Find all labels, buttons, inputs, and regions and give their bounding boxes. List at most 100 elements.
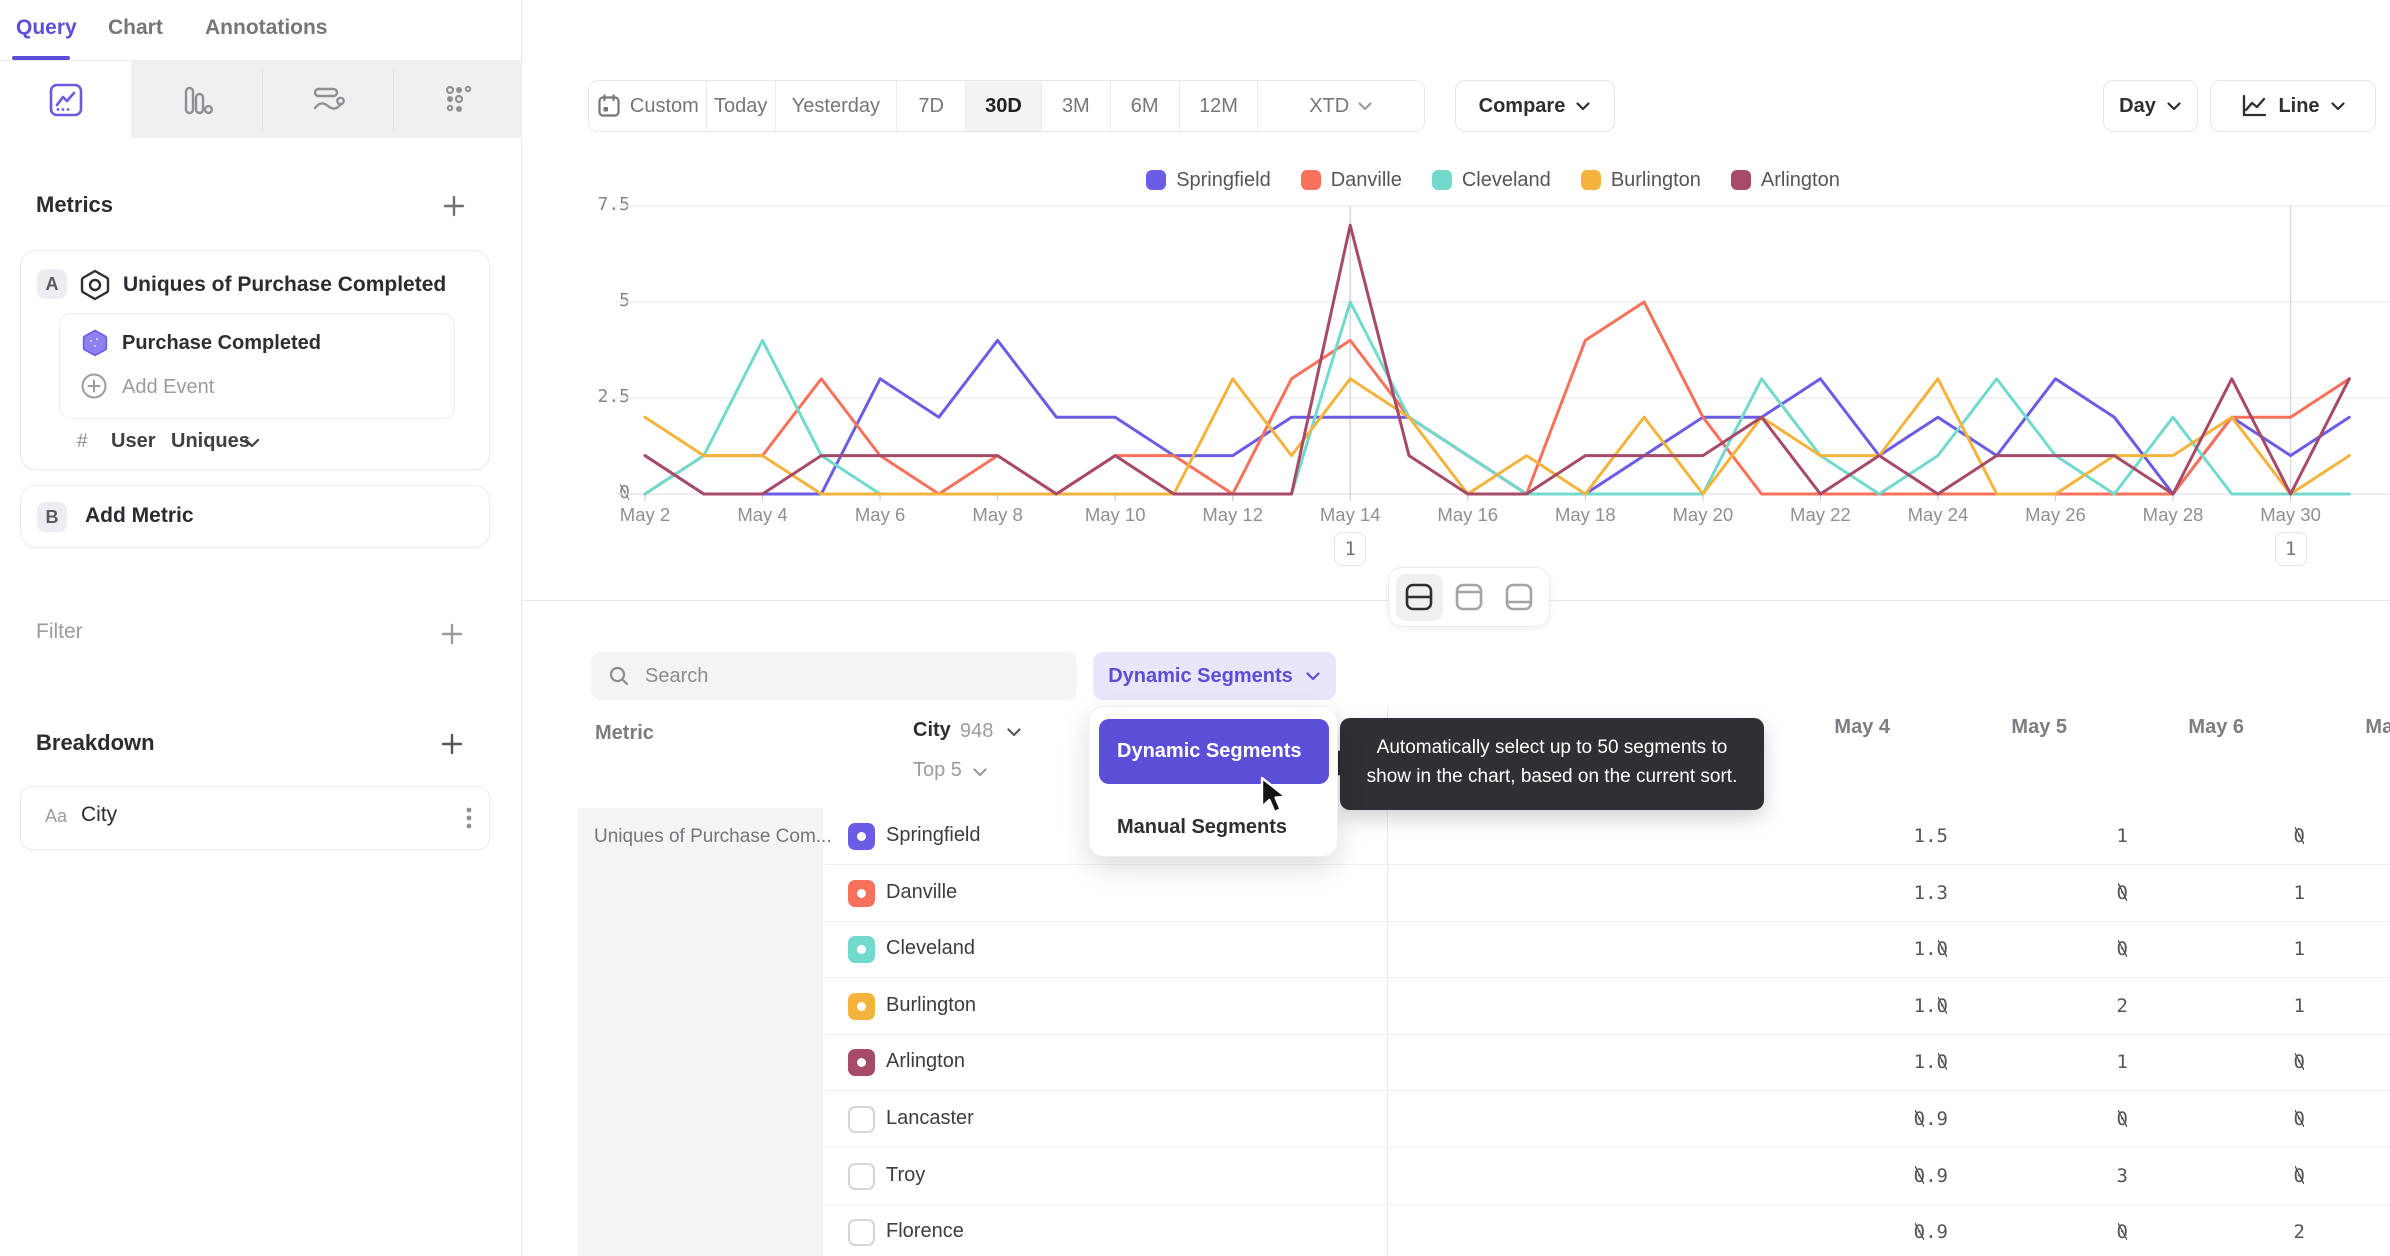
- range-custom[interactable]: Custom: [589, 81, 707, 131]
- add-filter-plus-icon[interactable]: [438, 620, 466, 648]
- range-3m[interactable]: 3M: [1041, 81, 1111, 131]
- chart-type-flow[interactable]: [262, 61, 393, 138]
- chevron-down-icon[interactable]: [972, 767, 988, 778]
- range-6m[interactable]: 6M: [1110, 81, 1180, 131]
- add-metric-plus-icon[interactable]: [440, 192, 468, 220]
- metric-a-card[interactable]: A Uniques of Purchase Completed Purchase…: [20, 250, 490, 470]
- annotation-badge[interactable]: 1: [1334, 532, 1367, 566]
- segment-name: Troy: [886, 1163, 926, 1186]
- event-block: Purchase Completed Add Event: [59, 313, 455, 419]
- layout-panel-bottom-button[interactable]: [1496, 574, 1543, 621]
- add-breakdown-plus-icon[interactable]: [438, 730, 466, 758]
- measure-entity[interactable]: User: [111, 430, 156, 452]
- chart-type-bar[interactable]: [131, 61, 262, 138]
- split-rows-icon: [1405, 583, 1433, 611]
- segment-color-checkbox[interactable]: [848, 992, 875, 1020]
- panel-top-icon: [1455, 583, 1483, 611]
- chevron-down-icon: [2167, 101, 2181, 110]
- group-by-label[interactable]: City: [913, 719, 951, 741]
- compare-button[interactable]: Compare: [1455, 80, 1615, 132]
- segment-average-value: 1.0: [1913, 994, 1948, 1017]
- metric-b-card[interactable]: B Add Metric: [20, 485, 490, 548]
- segment-color-checkbox[interactable]: [848, 823, 875, 850]
- segment-color-checkbox[interactable]: [848, 879, 875, 907]
- series-line-burlington[interactable]: [643, 377, 2351, 496]
- x-tick-label: May 24: [1907, 504, 1969, 525]
- panel-bottom-icon: [1505, 583, 1533, 611]
- layout-panel-top-button[interactable]: [1446, 574, 1493, 621]
- range-7d[interactable]: 7D: [897, 81, 967, 131]
- measure-aggregation[interactable]: Uniques: [171, 430, 250, 452]
- divider: [0, 60, 522, 61]
- range-today[interactable]: Today: [706, 81, 776, 131]
- event-name[interactable]: Purchase Completed: [122, 332, 321, 354]
- chevron-down-icon[interactable]: [1006, 727, 1022, 738]
- top-n-selector[interactable]: Top 5: [913, 759, 962, 781]
- group-count: 948: [960, 720, 994, 742]
- menu-item-dynamic-segments[interactable]: Dynamic Segments: [1099, 719, 1329, 784]
- breakdown-heading: Breakdown: [36, 730, 155, 755]
- row-divider: [825, 977, 2390, 979]
- metric-a-badge: A: [37, 269, 67, 299]
- interval-button[interactable]: Day: [2103, 80, 2198, 132]
- segment-day-value: 0: [2116, 881, 2128, 904]
- legend-label: Arlington: [1760, 168, 1840, 191]
- range-label: 7D: [918, 94, 944, 117]
- row-divider: [825, 920, 2390, 922]
- tab-annotations[interactable]: Annotations: [205, 16, 328, 39]
- x-tick-label: May 10: [1084, 504, 1146, 525]
- scatter-grid-icon: [445, 85, 471, 112]
- segments-mode-menu: Dynamic Segments Manual Segments: [1088, 706, 1338, 857]
- legend-item[interactable]: Cleveland: [1431, 169, 1551, 192]
- segment-color-checkbox[interactable]: [848, 1049, 875, 1077]
- layout-split-rows-button[interactable]: [1395, 573, 1443, 621]
- line-chart[interactable]: [596, 200, 2390, 502]
- breakdown-city-card[interactable]: Aa City: [20, 786, 490, 850]
- chart-type-scatter[interactable]: [393, 61, 524, 138]
- metric-row-label-cell: Uniques of Purchase Com...: [578, 808, 832, 1256]
- series-line-arlington[interactable]: [643, 223, 2351, 496]
- legend-item[interactable]: Burlington: [1580, 169, 1701, 192]
- metric-b-badge: B: [37, 502, 67, 532]
- x-tick-label: May 22: [1790, 504, 1851, 525]
- segment-checkbox[interactable]: [848, 1162, 875, 1190]
- chart-type-switcher: [0, 61, 522, 138]
- segment-day-value: 2: [2116, 994, 2128, 1017]
- legend-item[interactable]: Arlington: [1730, 168, 1840, 192]
- segments-mode-tooltip: Automatically select up to 50 segments t…: [1340, 718, 1764, 810]
- annotation-badge[interactable]: 1: [2274, 532, 2307, 566]
- segment-checkbox[interactable]: [848, 1219, 875, 1247]
- search-input[interactable]: [645, 664, 1045, 688]
- search-icon: [609, 666, 629, 686]
- chevron-down-icon: [2330, 101, 2345, 110]
- segment-average-value: 1.5: [1913, 825, 1948, 847]
- range-yesterday[interactable]: Yesterday: [775, 81, 898, 131]
- segment-name: Cleveland: [886, 937, 975, 960]
- segment-day-value: 0: [2116, 938, 2128, 961]
- menu-item-manual-segments[interactable]: Manual Segments: [1117, 816, 1288, 838]
- range-30d[interactable]: 30D: [966, 81, 1042, 131]
- tab-query[interactable]: Query: [16, 16, 77, 39]
- y-tick-label: 2.5: [597, 386, 630, 407]
- compare-label: Compare: [1478, 94, 1566, 117]
- chart-type-line[interactable]: [0, 61, 131, 138]
- series-line-springfield[interactable]: [643, 338, 2351, 496]
- segments-mode-button[interactable]: Dynamic Segments: [1093, 652, 1336, 700]
- legend-item[interactable]: Danville: [1300, 169, 1402, 192]
- segment-checkbox[interactable]: [848, 1106, 875, 1133]
- segment-color-checkbox[interactable]: [848, 936, 875, 964]
- chart-style-button[interactable]: Line: [2210, 80, 2376, 132]
- segment-name: Lancaster: [886, 1107, 974, 1129]
- range-xtd[interactable]: XTD: [1258, 81, 1424, 131]
- x-tick-label: May 26: [2025, 504, 2086, 525]
- add-event-label[interactable]: Add Event: [122, 376, 215, 398]
- chevron-down-icon: [1306, 671, 1320, 680]
- chevron-down-icon: [244, 438, 260, 448]
- kebab-menu-icon[interactable]: [455, 803, 483, 833]
- range-12m[interactable]: 12M: [1179, 81, 1259, 131]
- column-header-day: May 5: [2011, 716, 2067, 738]
- x-tick-label: May 6: [854, 504, 906, 525]
- legend-item[interactable]: Springfield: [1146, 169, 1271, 192]
- column-header-day: May 4: [1834, 716, 1890, 738]
- tab-chart[interactable]: Chart: [108, 16, 163, 39]
